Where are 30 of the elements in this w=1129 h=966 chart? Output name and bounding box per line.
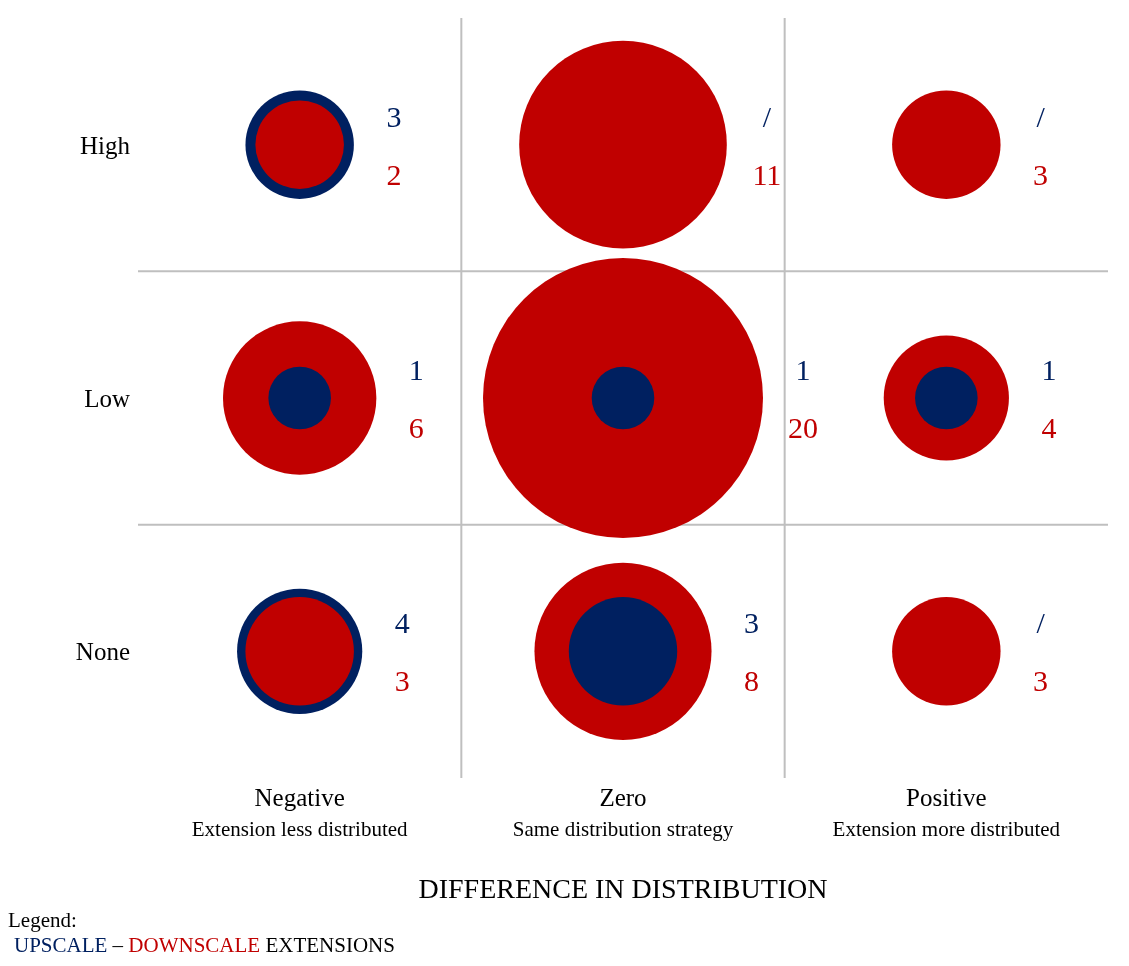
- legend-label: UPSCALE: [14, 933, 108, 957]
- category-label: High: [80, 131, 130, 159]
- category-label: Negative Extension less distributed: [191, 784, 409, 841]
- category-label: None: [75, 638, 130, 666]
- data-label: 3: [1033, 157, 1049, 191]
- data-label: 2: [386, 157, 402, 191]
- data-label: /: [1036, 99, 1046, 133]
- data-label: 1: [1041, 353, 1057, 386]
- data-label: 8: [744, 664, 760, 698]
- data-label: 3: [744, 606, 760, 640]
- data-label: 4: [1041, 411, 1057, 444]
- data-label: 3: [394, 664, 410, 698]
- data-label: 6: [408, 411, 424, 444]
- text: DIFFERENCE IN DISTRIBUTION: [418, 873, 828, 904]
- data-label: /: [762, 99, 772, 133]
- data-label: 1: [408, 353, 424, 386]
- text: EXTENSIONS: [264, 933, 395, 957]
- legend-label: DOWNSCALE: [128, 933, 261, 957]
- data-label: 3: [386, 99, 402, 133]
- data-label: /: [1036, 606, 1046, 640]
- text: –: [111, 933, 125, 957]
- category-label: Low: [84, 384, 130, 412]
- category-label: Zero Same distribution strategy: [512, 784, 734, 841]
- data-label: 11: [752, 157, 782, 191]
- legend-title: Legend:: [8, 908, 78, 933]
- data-label: 20: [788, 411, 818, 444]
- data-label: 3: [1033, 664, 1049, 698]
- category-label: Positive Extension more distributed: [832, 784, 1061, 841]
- data-label: 4: [394, 606, 410, 640]
- data-label: 1: [795, 353, 811, 386]
